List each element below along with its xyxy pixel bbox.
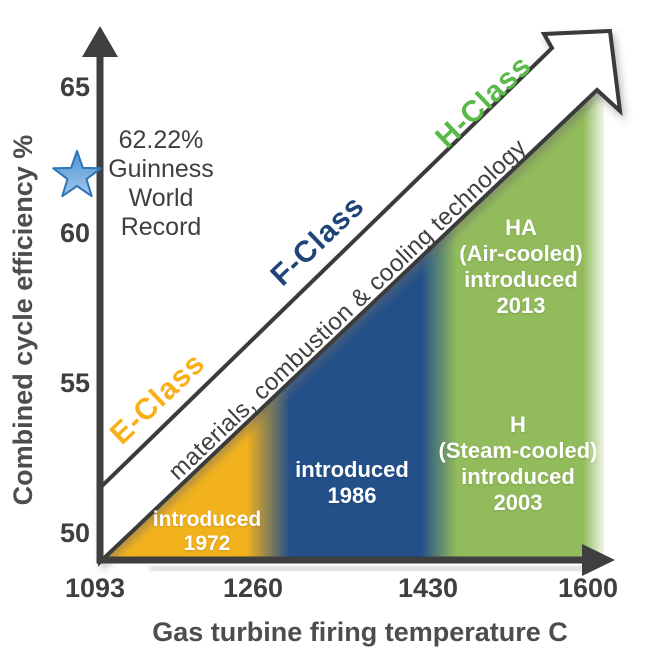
e-class-intro-line: introduced bbox=[152, 508, 262, 531]
y-tick-60: 60 bbox=[60, 218, 90, 248]
ha-air-cooled-line: introduced bbox=[464, 267, 578, 292]
y-tick-55: 55 bbox=[60, 368, 90, 398]
record-annotation-line: Guinness bbox=[108, 155, 214, 183]
record-annotation: 62.22% Guinness World Record bbox=[108, 126, 214, 242]
ha-air-cooled-line: (Air-cooled) bbox=[459, 241, 583, 266]
y-axis-arrowhead-icon bbox=[82, 26, 118, 57]
x-tick-1260: 1260 bbox=[223, 573, 283, 603]
e-class-intro-label: introduced 1972 bbox=[153, 508, 262, 556]
f-class-intro-label: introduced 1986 bbox=[295, 457, 409, 509]
ha-air-cooled-label: HA (Air-cooled) introduced 2013 bbox=[459, 215, 582, 319]
star-icon bbox=[52, 150, 102, 198]
record-annotation-line: World bbox=[128, 184, 194, 212]
x-tick-1093: 1093 bbox=[65, 573, 125, 603]
x-tick-1600: 1600 bbox=[558, 573, 618, 603]
x-axis-title: Gas turbine firing temperature C bbox=[152, 617, 568, 647]
h-steam-cooled-line: (Steam-cooled) bbox=[438, 438, 598, 463]
x-tick-1430: 1430 bbox=[398, 573, 458, 603]
x-axis-arrowhead-icon bbox=[582, 544, 615, 576]
h-steam-cooled-label: H (Steam-cooled) introduced 2003 bbox=[439, 412, 598, 516]
y-tick-65: 65 bbox=[60, 72, 90, 102]
record-annotation-line: 62.22% bbox=[118, 126, 204, 154]
baseline-shadow bbox=[150, 566, 590, 571]
e-class-intro-line: 1972 bbox=[183, 532, 231, 555]
f-class-intro-line: 1986 bbox=[327, 483, 377, 508]
f-class-intro-line: introduced bbox=[295, 457, 409, 482]
record-annotation-line: Record bbox=[120, 213, 202, 241]
ha-air-cooled-line: 2013 bbox=[496, 293, 546, 318]
h-steam-cooled-line: H bbox=[510, 412, 526, 437]
h-steam-cooled-line: introduced bbox=[461, 464, 575, 489]
y-axis bbox=[96, 48, 104, 564]
ha-air-cooled-line: HA bbox=[505, 215, 537, 240]
y-axis-title: Combined cycle efficiency % bbox=[8, 135, 38, 506]
x-axis bbox=[96, 556, 586, 564]
h-steam-cooled-line: 2003 bbox=[493, 490, 543, 515]
technology-arrow bbox=[98, 28, 623, 567]
y-tick-50: 50 bbox=[60, 518, 90, 548]
